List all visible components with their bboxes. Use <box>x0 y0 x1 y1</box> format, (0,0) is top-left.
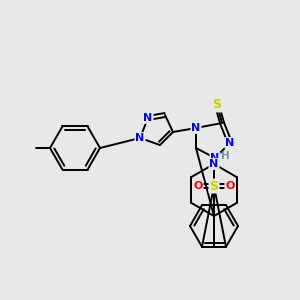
Text: N: N <box>143 113 153 123</box>
Text: O: O <box>225 181 235 191</box>
Text: N: N <box>209 159 219 169</box>
Text: H: H <box>220 151 230 161</box>
Text: N: N <box>210 153 220 163</box>
Text: N: N <box>191 123 201 133</box>
Text: N: N <box>225 138 235 148</box>
Text: S: S <box>212 98 221 112</box>
Text: S: S <box>209 179 218 193</box>
Text: O: O <box>193 181 203 191</box>
Text: N: N <box>135 133 145 143</box>
